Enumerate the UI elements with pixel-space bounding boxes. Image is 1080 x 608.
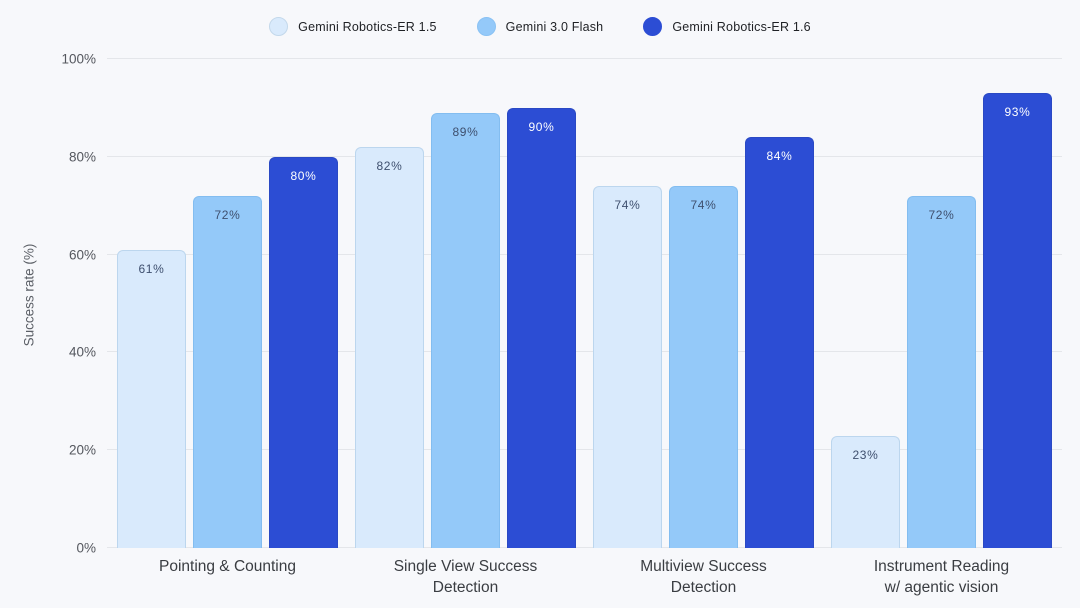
- bar: 72%: [193, 195, 262, 548]
- gridline: [107, 449, 1062, 451]
- bar-value-label: 84%: [766, 149, 793, 164]
- bar-group: 82% 89% 90%: [355, 59, 576, 548]
- legend-item-gemini-3-0-flash: Gemini 3.0 Flash: [476, 17, 604, 36]
- bars-row: 61% 72% 80% 82% 89% 90% 74% 74% 84% 23% 72% 93%: [107, 59, 1062, 548]
- gridline: [107, 547, 1062, 548]
- x-axis-labels: Pointing & Counting Single View Success D…: [107, 556, 1062, 598]
- legend-swatch-icon: [476, 17, 496, 36]
- bar-value-label: 74%: [690, 198, 717, 213]
- legend-label: Gemini Robotics-ER 1.6: [672, 19, 811, 34]
- y-tick-label: 0%: [76, 540, 96, 556]
- bar: 90%: [507, 107, 576, 548]
- bar: 61%: [117, 249, 186, 548]
- x-axis-category-label: Instrument Reading w/ agentic vision: [873, 558, 1010, 596]
- bar: 80%: [269, 156, 338, 548]
- bar: 74%: [669, 186, 738, 548]
- bar: 89%: [431, 112, 500, 548]
- y-tick-label: 60%: [68, 247, 96, 263]
- legend-item-gemini-robotics-er-1-6: Gemini Robotics-ER 1.6: [643, 17, 811, 36]
- gridline: [107, 351, 1062, 353]
- bar-group: 61% 72% 80%: [117, 59, 338, 548]
- bar: 93%: [983, 93, 1052, 548]
- bar-value-label: 61%: [138, 261, 165, 276]
- legend-swatch-icon: [269, 17, 289, 36]
- bar-value-label: 72%: [928, 207, 955, 222]
- bar-value-label: 80%: [290, 168, 317, 183]
- bar-value-label: 72%: [214, 207, 241, 222]
- legend-label: Gemini Robotics-ER 1.5: [298, 19, 437, 34]
- bar-value-label: 89%: [452, 124, 479, 139]
- bar-value-label: 74%: [614, 198, 641, 213]
- bar: 74%: [593, 186, 662, 548]
- bar-value-label: 23%: [852, 447, 879, 462]
- bar-group: 23% 72% 93%: [831, 59, 1052, 548]
- x-axis-category-label: Pointing & Counting: [158, 558, 296, 575]
- gridline: [107, 253, 1062, 255]
- legend-swatch-icon: [643, 17, 663, 36]
- x-axis-category-label: Multiview Success Detection: [640, 558, 767, 596]
- bar: 23%: [831, 435, 900, 548]
- gridline: [107, 155, 1062, 157]
- x-axis-category-label: Single View Success Detection: [393, 558, 538, 596]
- bar-value-label: 93%: [1004, 105, 1031, 120]
- y-tick-label: 40%: [68, 344, 96, 360]
- bar-value-label: 82%: [376, 159, 403, 174]
- bar: 84%: [745, 137, 814, 548]
- gridline: [107, 58, 1062, 59]
- bar: 82%: [355, 147, 424, 548]
- plot-area: 61% 72% 80% 82% 89% 90% 74% 74% 84% 23% 72% 93%: [107, 58, 1062, 548]
- bar-value-label: 90%: [528, 119, 555, 134]
- y-tick-label: 20%: [68, 442, 96, 458]
- y-axis-ticks: 0% 20% 40% 60% 80% 100%: [0, 52, 96, 556]
- y-tick-label: 100%: [61, 51, 96, 67]
- legend: Gemini Robotics-ER 1.5 Gemini 3.0 Flash …: [0, 17, 1080, 36]
- legend-item-gemini-robotics-er-1-5: Gemini Robotics-ER 1.5: [269, 17, 436, 36]
- y-tick-label: 80%: [68, 149, 96, 165]
- legend-label: Gemini 3.0 Flash: [505, 19, 604, 34]
- bar-group: 74% 74% 84%: [593, 59, 814, 548]
- bar: 72%: [907, 195, 976, 548]
